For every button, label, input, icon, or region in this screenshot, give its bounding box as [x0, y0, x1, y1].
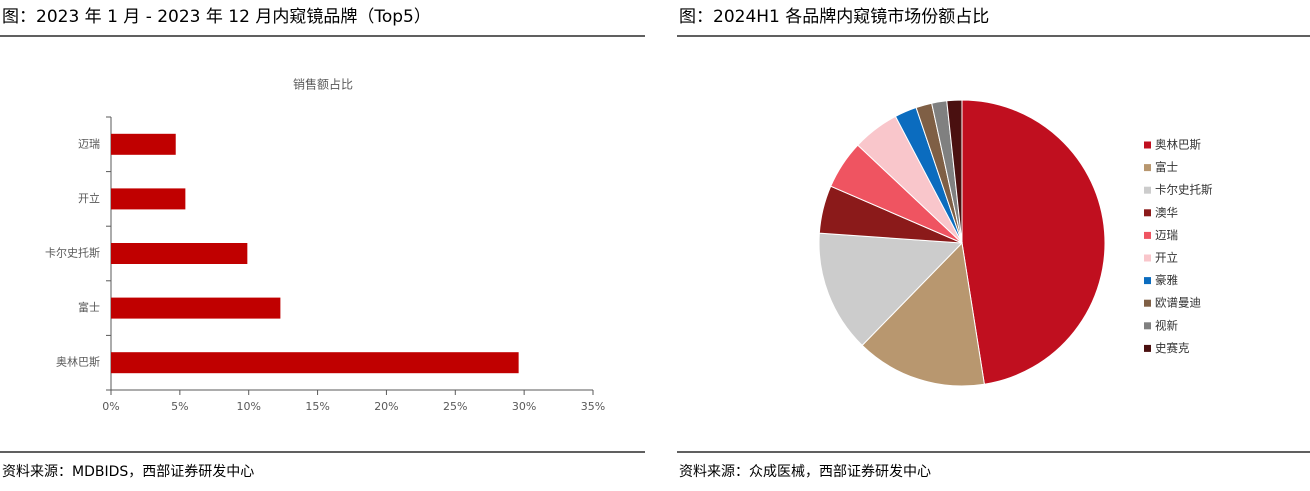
- pie-slice: [818, 232, 964, 347]
- y-tick-label: 开立: [78, 191, 100, 205]
- bar: [111, 297, 281, 319]
- legend-label: 史赛克: [1155, 341, 1190, 355]
- bar: [111, 188, 186, 210]
- legend-swatch: [1144, 141, 1151, 149]
- panel-title: 图：2024H1 各品牌内窥镜市场份额占比: [679, 7, 989, 27]
- pie-slice: [861, 241, 985, 387]
- legend-label: 欧谱曼迪: [1155, 296, 1201, 310]
- legend-swatch: [1144, 231, 1151, 239]
- bar: [111, 133, 176, 155]
- legend-label: 豪雅: [1155, 273, 1178, 287]
- legend-swatch: [1144, 299, 1151, 307]
- legend-label: 视新: [1155, 318, 1178, 332]
- legend-swatch: [1144, 186, 1151, 194]
- bar: [111, 243, 248, 264]
- legend-label: 富士: [1155, 160, 1178, 174]
- x-tick-label: 35%: [581, 400, 605, 413]
- source-note: 资料来源：众成医械，西部证券研发中心: [679, 464, 931, 480]
- legend-label: 澳华: [1155, 205, 1178, 219]
- x-tick-label: 10%: [236, 400, 260, 413]
- legend-swatch: [1144, 164, 1151, 172]
- x-tick-label: 0%: [102, 400, 119, 413]
- pie-slice: [961, 99, 1106, 385]
- legend-label: 卡尔史托斯: [1155, 183, 1213, 197]
- legend-swatch: [1144, 209, 1151, 217]
- legend-swatch: [1144, 277, 1151, 285]
- legend-label: 开立: [1155, 251, 1178, 265]
- x-tick-label: 15%: [305, 400, 329, 413]
- y-tick-label: 迈瑞: [78, 136, 100, 150]
- pie-slice: [946, 99, 963, 244]
- y-tick-label: 奥林巴斯: [56, 355, 100, 369]
- x-tick-label: 20%: [374, 400, 398, 413]
- legend-label: 奥林巴斯: [1155, 138, 1201, 152]
- x-tick-label: 30%: [512, 400, 536, 413]
- legend-swatch: [1144, 344, 1151, 352]
- bar: [111, 352, 519, 374]
- chart-subtitle: 销售额占比: [293, 77, 353, 92]
- x-tick-label: 25%: [443, 400, 467, 413]
- y-tick-label: 卡尔史托斯: [45, 246, 100, 260]
- panel-title: 图：2023 年 1 月 - 2023 年 12 月内窥镜品牌（Top5）: [2, 7, 431, 27]
- x-tick-label: 5%: [171, 400, 188, 413]
- y-tick-label: 富士: [78, 300, 100, 314]
- legend-label: 迈瑞: [1155, 228, 1178, 242]
- legend-swatch: [1144, 254, 1151, 262]
- source-note: 资料来源：MDBIDS，西部证券研发中心: [2, 464, 254, 480]
- legend-swatch: [1144, 322, 1151, 330]
